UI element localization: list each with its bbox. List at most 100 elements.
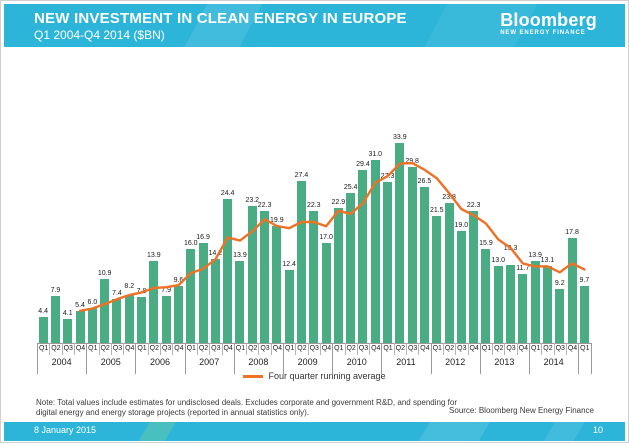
- bar-quarter-Q3-idx6: [112, 299, 122, 343]
- bar-value-label: 6.0: [87, 298, 98, 306]
- quarter-tick-label: Q2: [295, 343, 307, 355]
- bar-value-label: 4.4: [38, 308, 49, 316]
- footer-banner: 8 January 2015 10: [4, 422, 625, 441]
- quarter-tick-label: Q4: [73, 343, 86, 355]
- quarter-tick-label: Q3: [504, 343, 516, 355]
- bar-quarter-Q1-idx20: [284, 269, 294, 343]
- bar-quarter-Q3-idx26: [358, 169, 368, 343]
- bar-value-label: 13.0: [491, 257, 506, 265]
- bar-quarter-Q4-idx35: [469, 211, 479, 343]
- quarter-tick-label: Q4: [565, 343, 578, 355]
- quarter-tick-label: Q1: [86, 343, 98, 355]
- bloomberg-logo: Bloomberg NEW ENERGY FINANCE: [500, 11, 597, 36]
- year-label: 2009: [297, 357, 318, 367]
- quarter-tick-label: Q3: [406, 343, 418, 355]
- year-label: 2007: [199, 357, 220, 367]
- bar-quarter-Q1-idx28: [383, 181, 393, 343]
- bar-quarter-Q1-idx40: [530, 261, 540, 343]
- bar-value-label: 22.3: [466, 202, 481, 210]
- bar-value-label: 33.9: [393, 134, 407, 141]
- bar-quarter-Q3-idx18: [260, 211, 270, 343]
- bar-value-label: 29.4: [356, 160, 370, 168]
- quarter-tick-label: Q4: [418, 343, 430, 355]
- bar-value-label: 9.2: [554, 279, 565, 287]
- year-label: 2014: [543, 357, 564, 367]
- bar-value-label: 13.1: [540, 256, 555, 264]
- bar-value-label: 13.9: [147, 252, 161, 259]
- bar-quarter-Q3-idx22: [309, 211, 319, 343]
- bar-value-label: 24.4: [220, 190, 235, 198]
- bar-value-label: 7.9: [161, 287, 172, 295]
- year-label: 2004: [51, 357, 72, 367]
- bar-quarter-Q1-idx36: [481, 249, 491, 343]
- quarter-tick-label: Q1: [332, 343, 344, 355]
- year-label: 2013: [494, 357, 515, 367]
- bar-value-label: 17.0: [319, 233, 333, 241]
- quarter-tick-label: Q2: [393, 343, 406, 355]
- quarter-tick-label: Q2: [147, 343, 160, 355]
- quarter-tick-label: Q3: [160, 343, 172, 355]
- year-label: 2005: [100, 357, 121, 367]
- bar-quarter-Q4-idx7: [124, 294, 134, 343]
- bar-quarter-Q4-idx15: [223, 199, 233, 343]
- bar-quarter-Q2-idx1: [50, 296, 60, 343]
- bar-value-label: 26.5: [417, 177, 432, 185]
- bar-quarter-Q4-idx3: [75, 311, 85, 343]
- x-axis-year-labels: 2004 2005 2006 2007 2008 2009 2010 2011 2012 2013…: [37, 355, 591, 371]
- bar-quarter-Q3-idx2: [63, 318, 73, 343]
- year-separator: [37, 343, 38, 374]
- bar-quarter-Q4-idx27: [370, 160, 380, 343]
- bar-value-label: 9.6: [173, 277, 184, 285]
- quarter-tick-label: Q3: [553, 343, 566, 355]
- quarter-tick-label: Q3: [455, 343, 467, 355]
- bar-value-label: 19.0: [454, 221, 469, 229]
- bar-value-label: 29.8: [405, 158, 419, 166]
- quarter-tick-label: Q3: [61, 343, 74, 355]
- x-axis-baseline: [37, 343, 591, 344]
- quarter-tick-label: Q1: [430, 343, 443, 355]
- bar-quarter-Q4-idx19: [272, 225, 282, 343]
- bar-quarter-Q3-idx38: [506, 264, 516, 343]
- footer-decor-streak: [540, 422, 588, 441]
- quarter-tick-label: Q1: [381, 343, 393, 355]
- quarter-tick-label: Q4: [516, 343, 529, 355]
- bar-value-label: 12.4: [282, 260, 296, 268]
- bar-value-label: 14.2: [208, 250, 223, 258]
- quarter-tick-label: Q4: [172, 343, 184, 355]
- source-credit: Source: Bloomberg New Energy Finance: [449, 406, 594, 415]
- bloomberg-logo-tagline: NEW ENERGY FINANCE: [500, 30, 586, 36]
- quarter-tick-label: Q2: [442, 343, 455, 355]
- quarter-tick-label: Q1: [135, 343, 147, 355]
- quarter-tick-label: Q2: [246, 343, 258, 355]
- bar-value-label: 15.9: [479, 240, 493, 248]
- bar-quarter-Q1-idx4: [87, 307, 97, 343]
- quarter-tick-label: Q4: [319, 343, 332, 355]
- quarter-tick-label: Q2: [541, 343, 553, 355]
- quarter-tick-label: Q1: [529, 343, 541, 355]
- year-separator: [184, 343, 186, 374]
- quarter-tick-label: Q4: [270, 343, 283, 355]
- page-number: 10: [592, 425, 603, 435]
- quarter-tick-label: Q1: [37, 343, 49, 355]
- bar-value-label: 23.8: [442, 193, 456, 201]
- bar-quarter-Q2-idx17: [247, 206, 257, 343]
- bar-value-label: 22.3: [306, 202, 321, 210]
- year-separator: [430, 343, 432, 374]
- quarter-tick-label: Q3: [110, 343, 123, 355]
- quarter-tick-label: Q1: [184, 343, 197, 355]
- bar-quarter-Q4-idx39: [518, 273, 528, 343]
- bar-value-label: 22.9: [331, 198, 346, 206]
- year-separator: [233, 343, 235, 374]
- bar-quarter-Q1-idx12: [186, 248, 196, 343]
- bar-value-label: 31.0: [368, 151, 383, 159]
- bar-quarter-Q3-idx14: [210, 259, 220, 343]
- quarter-tick-label: Q1: [479, 343, 492, 355]
- bar-quarter-Q4-idx23: [321, 242, 331, 343]
- slide-date: 8 January 2015: [34, 425, 97, 435]
- bar-quarter-Q1-idx32: [432, 216, 442, 343]
- bar-value-label: 11.7: [516, 264, 530, 272]
- year-separator: [479, 343, 481, 374]
- quarter-tick-label: Q3: [356, 343, 369, 355]
- quarter-tick-label: Q4: [123, 343, 135, 355]
